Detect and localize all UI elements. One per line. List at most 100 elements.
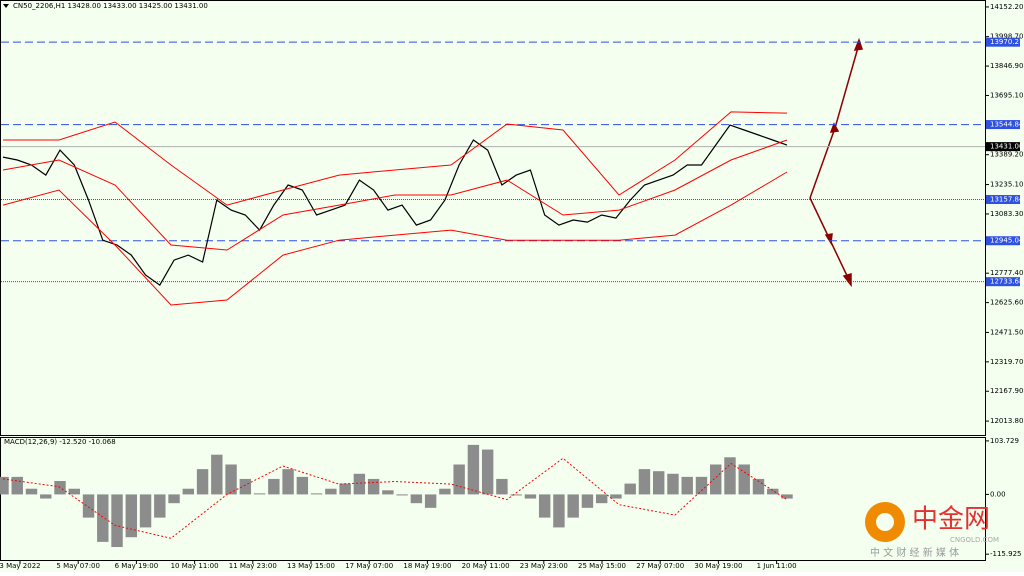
macd-bar xyxy=(710,464,722,495)
macd-bar xyxy=(667,473,679,495)
macd-bar xyxy=(182,488,195,495)
macd-bar xyxy=(353,473,366,495)
macd-bar xyxy=(767,488,779,495)
x-tick-label: 13 May 15:00 xyxy=(287,562,335,570)
level-label: 13544.84 xyxy=(990,121,1024,129)
x-tick-label: 11 May 23:00 xyxy=(229,562,277,570)
macd-bar xyxy=(581,494,594,508)
y-tick-label: 12625.60 xyxy=(990,299,1023,307)
y-tick-label: 13083.30 xyxy=(990,210,1023,218)
macd-bar xyxy=(653,471,665,495)
macd-bar xyxy=(595,494,608,504)
y-tick-label: 12777.40 xyxy=(990,269,1023,277)
macd-bar xyxy=(211,454,223,495)
y-tick-label: 13389.20 xyxy=(990,151,1023,159)
macd-bar xyxy=(282,469,294,495)
x-tick-label: 3 May 2022 xyxy=(0,562,41,570)
signal-line xyxy=(2,457,788,539)
y-tick-label: 14152.20 xyxy=(990,3,1023,11)
macd-bar xyxy=(538,494,551,518)
macd-title: MACD(12,26,9) -12.520 -10.068 xyxy=(4,438,116,446)
y-tick-label: -115.925 xyxy=(990,550,1021,558)
macd-bar xyxy=(510,494,522,496)
macd-bar xyxy=(738,464,750,495)
level-label-box xyxy=(986,37,1020,47)
level-label-box xyxy=(986,120,1020,130)
macd-bar xyxy=(781,494,793,499)
macd-bar xyxy=(253,493,266,495)
y-tick-label: 13846.90 xyxy=(990,62,1023,70)
macd-bar xyxy=(624,483,636,495)
x-tick-label: 25 May 15:00 xyxy=(578,562,626,570)
projection-arrows xyxy=(809,37,863,288)
macd-bar xyxy=(139,494,152,528)
macd-bar xyxy=(97,494,109,542)
y-tick-label: 13998.70 xyxy=(990,33,1023,41)
level-label: 13157.84 xyxy=(990,196,1024,204)
price-panel xyxy=(0,0,986,436)
macd-bar xyxy=(481,449,494,495)
macd-bar xyxy=(125,494,137,538)
macd-bar xyxy=(439,488,451,495)
y-tick-label: 12471.50 xyxy=(990,328,1023,336)
macd-bar xyxy=(168,494,180,504)
level-label-box xyxy=(986,236,1020,246)
macd-bar xyxy=(695,476,708,495)
macd-bar xyxy=(239,478,252,495)
series-line xyxy=(2,171,788,306)
x-tick-label: 17 May 07:00 xyxy=(345,562,393,570)
y-tick-label: 103.729 xyxy=(990,437,1019,445)
macd-bar xyxy=(367,478,380,495)
x-tick-label: 27 May 07:00 xyxy=(636,562,684,570)
macd-bar xyxy=(268,478,280,495)
macd-bar xyxy=(396,494,408,496)
macd-bar xyxy=(752,478,765,495)
macd-bar xyxy=(225,464,237,495)
macd-bar xyxy=(638,469,651,495)
macd-bar xyxy=(567,494,579,518)
macd-bar xyxy=(11,476,23,495)
macd-bar xyxy=(467,444,480,495)
macd-panel xyxy=(0,437,986,561)
macd-bar xyxy=(25,488,38,495)
level-label: 12733.68 xyxy=(990,278,1023,286)
chart-title: CN50_2206,H1 13428.00 13433.00 13425.00 … xyxy=(13,2,208,10)
macd-bar xyxy=(310,493,323,495)
menu-icon xyxy=(3,4,9,8)
x-tick-label: 5 May 07:00 xyxy=(56,562,100,570)
level-label-box xyxy=(986,277,1020,287)
macd-bar xyxy=(496,478,508,495)
macd-bar xyxy=(681,476,693,495)
y-tick-label: 12013.80 xyxy=(990,417,1023,425)
macd-bar xyxy=(325,488,337,495)
slogan: 中 文 财 经 新 媒 体 xyxy=(870,546,959,559)
macd-bar xyxy=(196,469,209,495)
brand: 中金网 xyxy=(912,505,990,535)
macd-bar xyxy=(610,494,622,499)
level-label-box xyxy=(986,195,1020,205)
macd-bar xyxy=(724,457,736,495)
y-tick-label: 0.00 xyxy=(990,490,1006,498)
level-label: 13970.21 xyxy=(990,38,1023,46)
level-label: 13431.00 xyxy=(990,143,1023,151)
macd-bar xyxy=(382,490,394,495)
level-label: 12945.04 xyxy=(990,237,1024,245)
x-tick-label: 23 May 23:00 xyxy=(520,562,568,570)
macd-bar xyxy=(0,476,9,495)
macd-bar xyxy=(296,476,309,495)
macd-bar xyxy=(553,494,565,528)
site: CNGOLD.COM xyxy=(950,536,999,544)
series-line xyxy=(2,124,788,286)
macd-bar xyxy=(424,494,437,508)
macd-bar xyxy=(82,494,95,518)
y-tick-label: 12167.90 xyxy=(990,387,1023,395)
y-tick-label: 13695.10 xyxy=(990,91,1023,99)
x-tick-label: 10 May 11:00 xyxy=(171,562,219,570)
x-tick-label: 30 May 19:00 xyxy=(694,562,742,570)
level-label-box xyxy=(986,142,1020,152)
y-tick-label: 13235.10 xyxy=(990,181,1023,189)
macd-bar xyxy=(453,464,465,495)
x-tick-label: 20 May 11:00 xyxy=(462,562,510,570)
